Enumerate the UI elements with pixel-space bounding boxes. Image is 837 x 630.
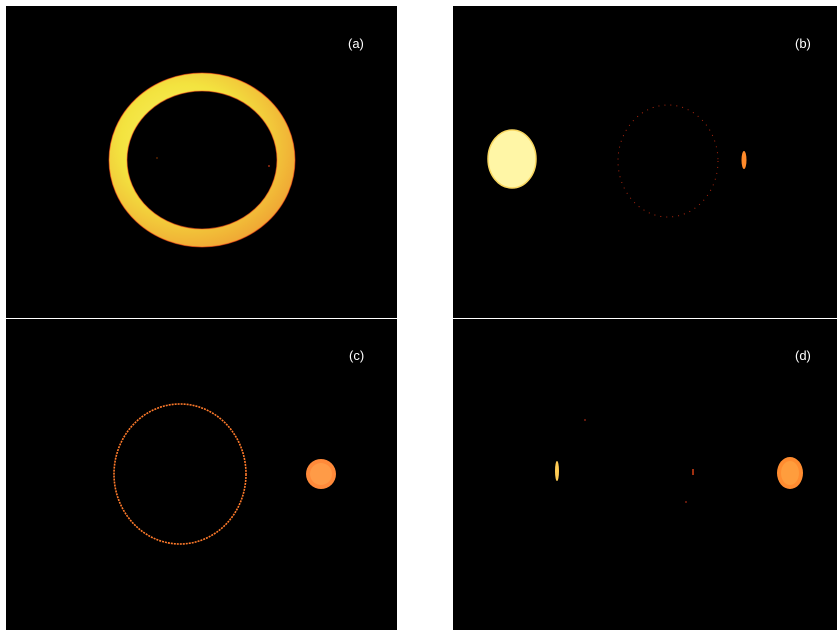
bright-blob [488, 130, 536, 188]
small-sliver [741, 151, 747, 169]
panel-label-d: (d) [795, 348, 811, 363]
faint-mark [692, 469, 694, 475]
image-panel-a: (a) [6, 6, 397, 318]
panel-label-b: (b) [795, 36, 811, 51]
bright-blob-edge [487, 129, 537, 189]
thin-ring [113, 403, 247, 545]
ring-image-a [108, 72, 296, 248]
ring-image-d [555, 419, 803, 503]
thick-ring [109, 73, 295, 247]
left-sliver [555, 461, 559, 481]
ring-outer-edge [108, 72, 296, 248]
faint-dotted-ring [617, 104, 719, 218]
ring-inner-edge [126, 90, 278, 230]
image-panel-d: (d) [453, 319, 837, 630]
small-spot-core [310, 463, 332, 485]
faint-dot [584, 419, 586, 421]
faint-dot [685, 501, 687, 503]
ring-image-b [487, 104, 747, 218]
panel-label-a: (a) [348, 36, 364, 51]
ring-image-c [113, 403, 336, 545]
image-panel-c: (c) [6, 319, 397, 630]
image-panel-b: (b) [453, 6, 837, 318]
faint-dot [156, 157, 158, 159]
faint-dot [268, 165, 270, 167]
panel-label-c: (c) [349, 348, 365, 363]
small-spot-core [781, 461, 799, 485]
